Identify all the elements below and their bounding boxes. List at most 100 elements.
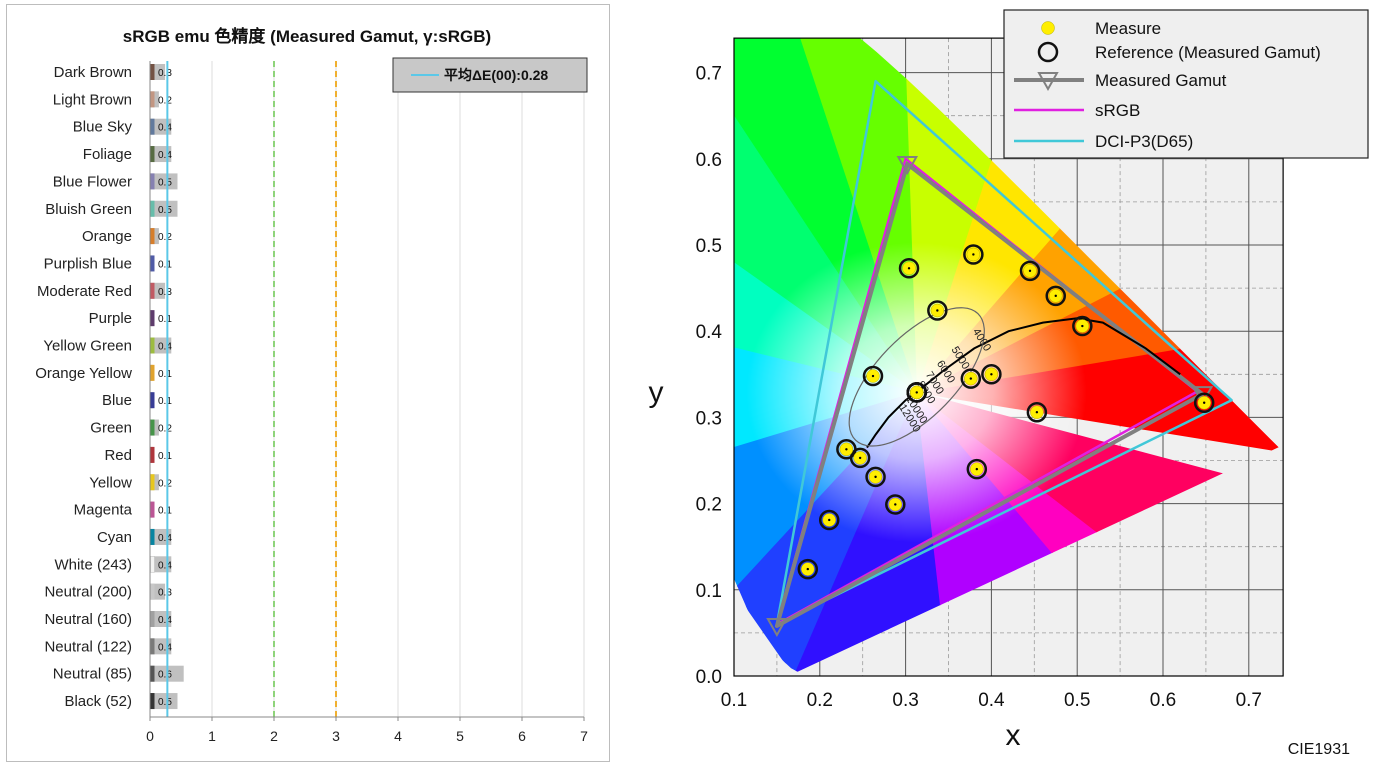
measure-point-center [1028, 269, 1032, 273]
color-swatch-neutral-200 [150, 583, 155, 600]
value-label-blue-flower: 0.5 [158, 177, 172, 188]
cie-y-tick-0.0: 0.0 [696, 667, 722, 688]
category-label-purple: Purple [89, 310, 132, 327]
color-swatch-blue [150, 392, 155, 409]
category-label-white-243: White (243) [54, 556, 132, 573]
cie-y-tick-0.4: 0.4 [696, 322, 723, 343]
cie-x-axis-label: x [1006, 719, 1021, 752]
bar-x-tick-label-6: 6 [518, 728, 526, 744]
category-label-neutral-85: Neutral (85) [53, 666, 132, 683]
reference-point [818, 509, 840, 531]
category-label-moderate-red: Moderate Red [37, 283, 132, 300]
bar-chart-x-axis: 0 1 2 3 4 5 6 7 [146, 61, 588, 744]
category-label-black-52: Black (52) [64, 693, 132, 710]
cie-diagram-label: CIE1931 [1288, 741, 1350, 758]
value-label-bluish-green: 0.5 [158, 205, 172, 216]
legend-label-measured-gamut: Measured Gamut [1095, 71, 1227, 90]
measure-point-center [990, 373, 993, 376]
cie-y-tick-0.3: 0.3 [696, 408, 722, 429]
measure-point-center [969, 377, 973, 380]
gamut-dci-p3-d65 [775, 79, 1233, 626]
reference-point [927, 300, 948, 321]
legend-label-measure: Measure [1095, 19, 1161, 38]
category-label-neutral-122: Neutral (122) [44, 638, 132, 655]
color-swatch-neutral-85 [150, 665, 155, 682]
color-swatch-bluish-green [150, 200, 155, 217]
category-label-purplish-blue: Purplish Blue [44, 255, 132, 272]
bar-white-243 [150, 556, 172, 573]
measure-point-center [828, 518, 831, 522]
bar-x-tick-label-0: 0 [146, 728, 154, 744]
measure-point-center [1035, 411, 1039, 414]
category-label-yellow: Yellow [89, 474, 132, 491]
measure-point-center [1054, 294, 1057, 298]
color-swatch-foliage [150, 146, 155, 163]
legend-label-srgb: sRGB [1095, 101, 1140, 120]
reference-point [797, 558, 819, 580]
cie-y-tick-0.7: 0.7 [696, 64, 722, 85]
value-label-purplish-blue: 0.1 [158, 259, 172, 270]
bar-black-52 [150, 693, 178, 710]
category-label-magenta: Magenta [74, 502, 133, 519]
color-swatch-neutral-160 [150, 611, 155, 627]
cie-y-tick-0.2: 0.2 [696, 495, 722, 516]
bar-chart-title: sRGB emu 色精度 (Measured Gamut, γ:sRGB) [123, 26, 491, 46]
measure-point-center [1081, 324, 1084, 328]
measure-point-center [915, 391, 918, 394]
reference-point [1072, 315, 1093, 337]
value-label-light-brown: 0.2 [158, 95, 172, 106]
reference-point [963, 244, 984, 265]
cie-x-tick-0.5: 0.5 [1064, 690, 1090, 711]
reference-point [1019, 260, 1041, 282]
cie-legend: Measure Reference (Measured Gamut) Measure… [1003, 9, 1369, 159]
legend-swatch-gamut-marker [1037, 72, 1059, 92]
reference-point [981, 364, 1002, 385]
reference-point [862, 365, 884, 387]
cct-ellipse [848, 307, 985, 447]
category-label-cyan: Cyan [97, 529, 132, 546]
category-label-red: Red [104, 447, 132, 464]
cie-y-tick-0.6: 0.6 [696, 150, 722, 171]
color-swatch-green [150, 419, 155, 436]
cie-legend-box [1003, 9, 1369, 159]
gamut-measured-gamut [774, 162, 1205, 628]
color-swatch-white-243 [150, 556, 155, 573]
value-label-cyan: 0.4 [158, 533, 172, 544]
color-swatch-orange [150, 228, 155, 245]
color-swatch-yellow [150, 474, 155, 491]
category-label-neutral-160: Neutral (160) [44, 611, 132, 628]
color-swatch-red [150, 446, 155, 463]
value-label-yellow-green: 0.4 [158, 342, 172, 353]
category-label-dark-brown: Dark Brown [54, 64, 132, 81]
bar-neutral-160 [150, 611, 172, 627]
bar-chart-reference-lines [166, 61, 337, 717]
bar-yellow-green [150, 337, 172, 354]
value-label-moderate-red: 0.3 [158, 287, 172, 298]
bar-orange [150, 228, 159, 245]
cie-y-axis-label: y [649, 376, 664, 409]
bar-green [150, 419, 159, 436]
gamut-vertex-marker [896, 155, 919, 176]
measure-point-center [806, 567, 809, 571]
value-label-orange: 0.2 [158, 232, 172, 243]
color-swatch-light-brown [150, 91, 155, 108]
value-label-neutral-200: 0.3 [158, 588, 172, 599]
cie-x-tick-0.7: 0.7 [1236, 690, 1262, 711]
delta-e-bar-chart: sRGB emu 色精度 (Measured Gamut, γ:sRGB) Da… [35, 26, 588, 744]
reference-point [960, 368, 982, 389]
category-label-orange-yellow: Orange Yellow [35, 365, 132, 382]
patch-points [797, 244, 1215, 580]
bar-chart-grid [211, 61, 585, 717]
gamut-vertex-marker [766, 618, 788, 638]
measure-point-center [975, 467, 979, 471]
planckian-locus-curve [866, 317, 1181, 449]
legend-label-dci-p3-d65: DCI-P3(D65) [1095, 132, 1193, 151]
category-label-neutral-200: Neutral (200) [44, 584, 132, 601]
bar-bluish-green [150, 200, 178, 217]
gamut-triangles [766, 79, 1233, 638]
category-label-foliage: Foliage [83, 146, 132, 163]
cie-x-tick-0.3: 0.3 [892, 690, 918, 711]
cie-axes: 0.1 0.2 0.3 0.4 0.5 0.6 0.70.00.10.20.30.40.50… [696, 37, 1284, 711]
measure-point-center [874, 475, 877, 479]
